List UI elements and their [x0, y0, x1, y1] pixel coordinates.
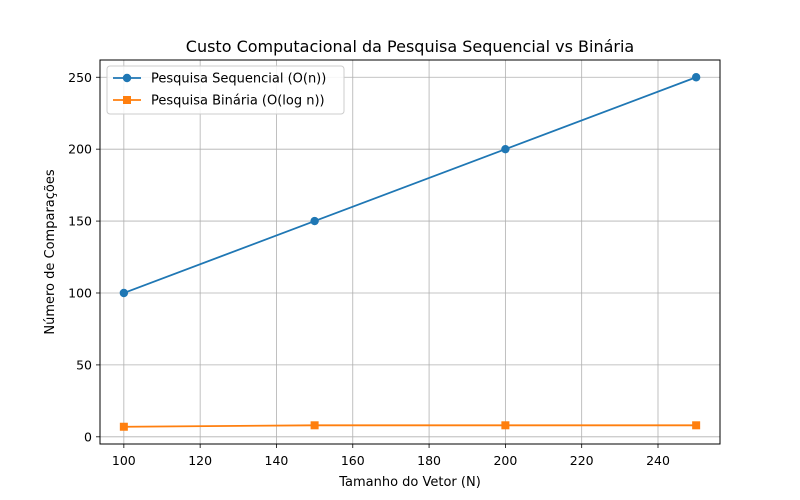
x-tick-label: 200 — [493, 453, 517, 468]
plot-frame — [99, 59, 721, 445]
y-tick-label: 150 — [68, 214, 92, 229]
circle-point — [119, 288, 129, 298]
y-tick-label: 200 — [68, 142, 92, 157]
square-point — [310, 421, 319, 430]
series-1 — [119, 421, 701, 431]
x-tick-label: 220 — [570, 453, 594, 468]
circle-point — [691, 73, 701, 82]
x-tick-label: 160 — [341, 453, 365, 468]
x-tick-label: 140 — [265, 453, 289, 468]
series-line — [123, 424, 697, 428]
x-axis-label: Tamanho do Vetor (N) — [338, 475, 481, 490]
square-point — [119, 422, 128, 431]
y-tick-label: 50 — [76, 357, 92, 372]
y-tick-label: 0 — [84, 429, 92, 444]
y-tick-label: 100 — [68, 285, 92, 300]
x-tick-label: 120 — [188, 453, 212, 468]
legend-label: Pesquisa Sequencial (O(n)) — [151, 72, 326, 87]
y-tick-label: 250 — [68, 70, 92, 85]
series-0 — [119, 73, 701, 298]
circle-point — [501, 144, 510, 154]
series-line — [123, 76, 697, 294]
legend-box — [106, 65, 345, 115]
legend-marker — [123, 96, 131, 104]
circle-point — [310, 216, 319, 226]
axis-ticks: 100 120 140 160 180 200 220 240 0 50 100 150 200 250 — [68, 70, 670, 468]
legend-marker — [122, 73, 132, 83]
square-point — [501, 421, 510, 430]
x-tick-label: 240 — [646, 453, 670, 468]
x-tick-label: 100 — [112, 453, 136, 468]
legend-item: Pesquisa Binária (O(log n)) — [113, 94, 325, 109]
legend-label: Pesquisa Binária (O(log n)) — [151, 94, 325, 109]
square-point — [692, 421, 701, 430]
x-tick-label: 180 — [417, 453, 441, 468]
chart-title: Custo Computacional da Pesquisa Sequenci… — [186, 37, 634, 56]
grid-lines — [100, 60, 720, 444]
legend: Pesquisa Sequencial (O(n)) Pesquisa Binár… — [106, 65, 345, 115]
legend-item: Pesquisa Sequencial (O(n)) — [113, 72, 326, 87]
series-layer — [119, 73, 701, 431]
y-axis-label: Número de Comparações — [43, 169, 58, 334]
